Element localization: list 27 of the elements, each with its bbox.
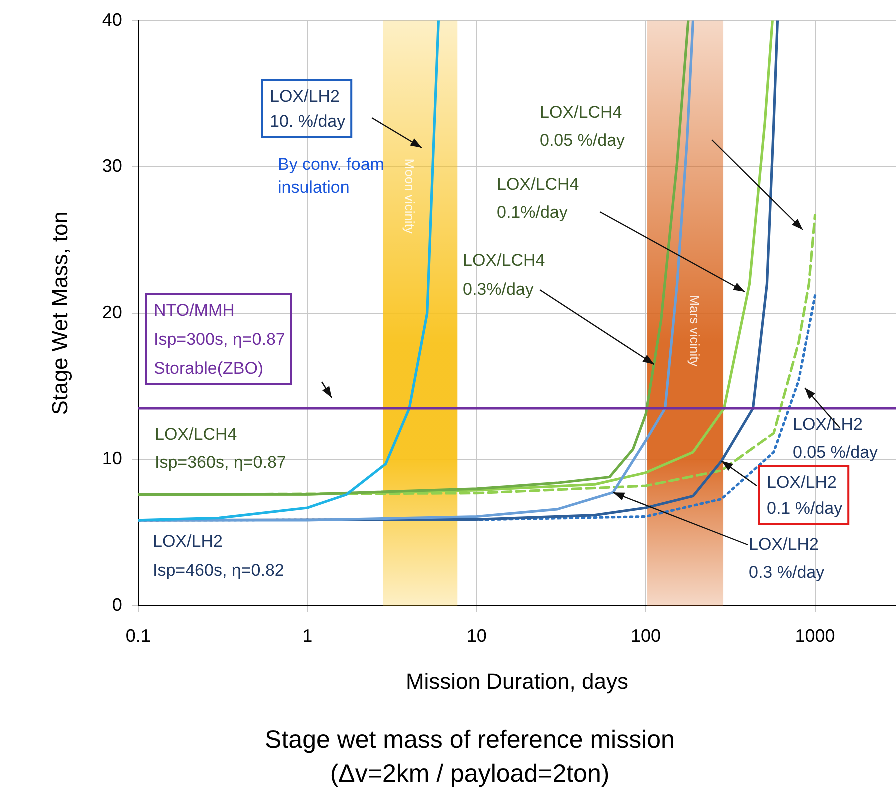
band-label: Moon vicinity [402,158,418,234]
annotation: LOX/LCH4 0.1%/day [497,175,580,222]
annotation: LOX/LCH4 0.3%/day [463,251,546,299]
y-tick-label: 40 [102,10,122,30]
annotation: NTO/MMH Isp=300s, η=0.87 Storable(ZBO) [154,301,286,378]
x-tick-label: 10 [466,626,487,646]
annotation: LOX/LH2 0.3 %/day [749,535,826,582]
x-tick-label: 100 [631,626,662,646]
y-tick-label: 30 [102,156,122,176]
text: (Δv=2km / payload=2ton) [330,760,610,788]
y-tick-label: 10 [102,448,122,469]
annotation: LOX/LH2 10. %/day [270,87,346,131]
text: Stage wet mass of reference mission [265,726,675,754]
y-tick-label: 0 [112,594,122,615]
annotation: By conv. foam insulation [278,155,384,197]
band-label: Mars vicinity [688,295,703,368]
y-axis-title: Stage Wet Mass, ton [47,211,72,416]
annotation: LOX/LH2 0.1 %/day [767,473,844,518]
y-tick-label: 20 [102,302,122,322]
annotation: LOX/LH2 0.05 %/day [793,415,879,462]
x-tick-label: 1000 [795,626,836,646]
x-tick-label: 1 [302,626,313,646]
x-axis-title: Mission Duration, days [406,668,628,694]
x-tick-label: 0.1 [126,626,151,646]
annotation: LOX/LCH4 0.05 %/day [540,103,626,150]
annotation: LOX/LH2 Isp=460s, η=0.82 [153,532,284,580]
annotation: LOX/LCH4 Isp=360s, η=0.87 [155,425,286,472]
